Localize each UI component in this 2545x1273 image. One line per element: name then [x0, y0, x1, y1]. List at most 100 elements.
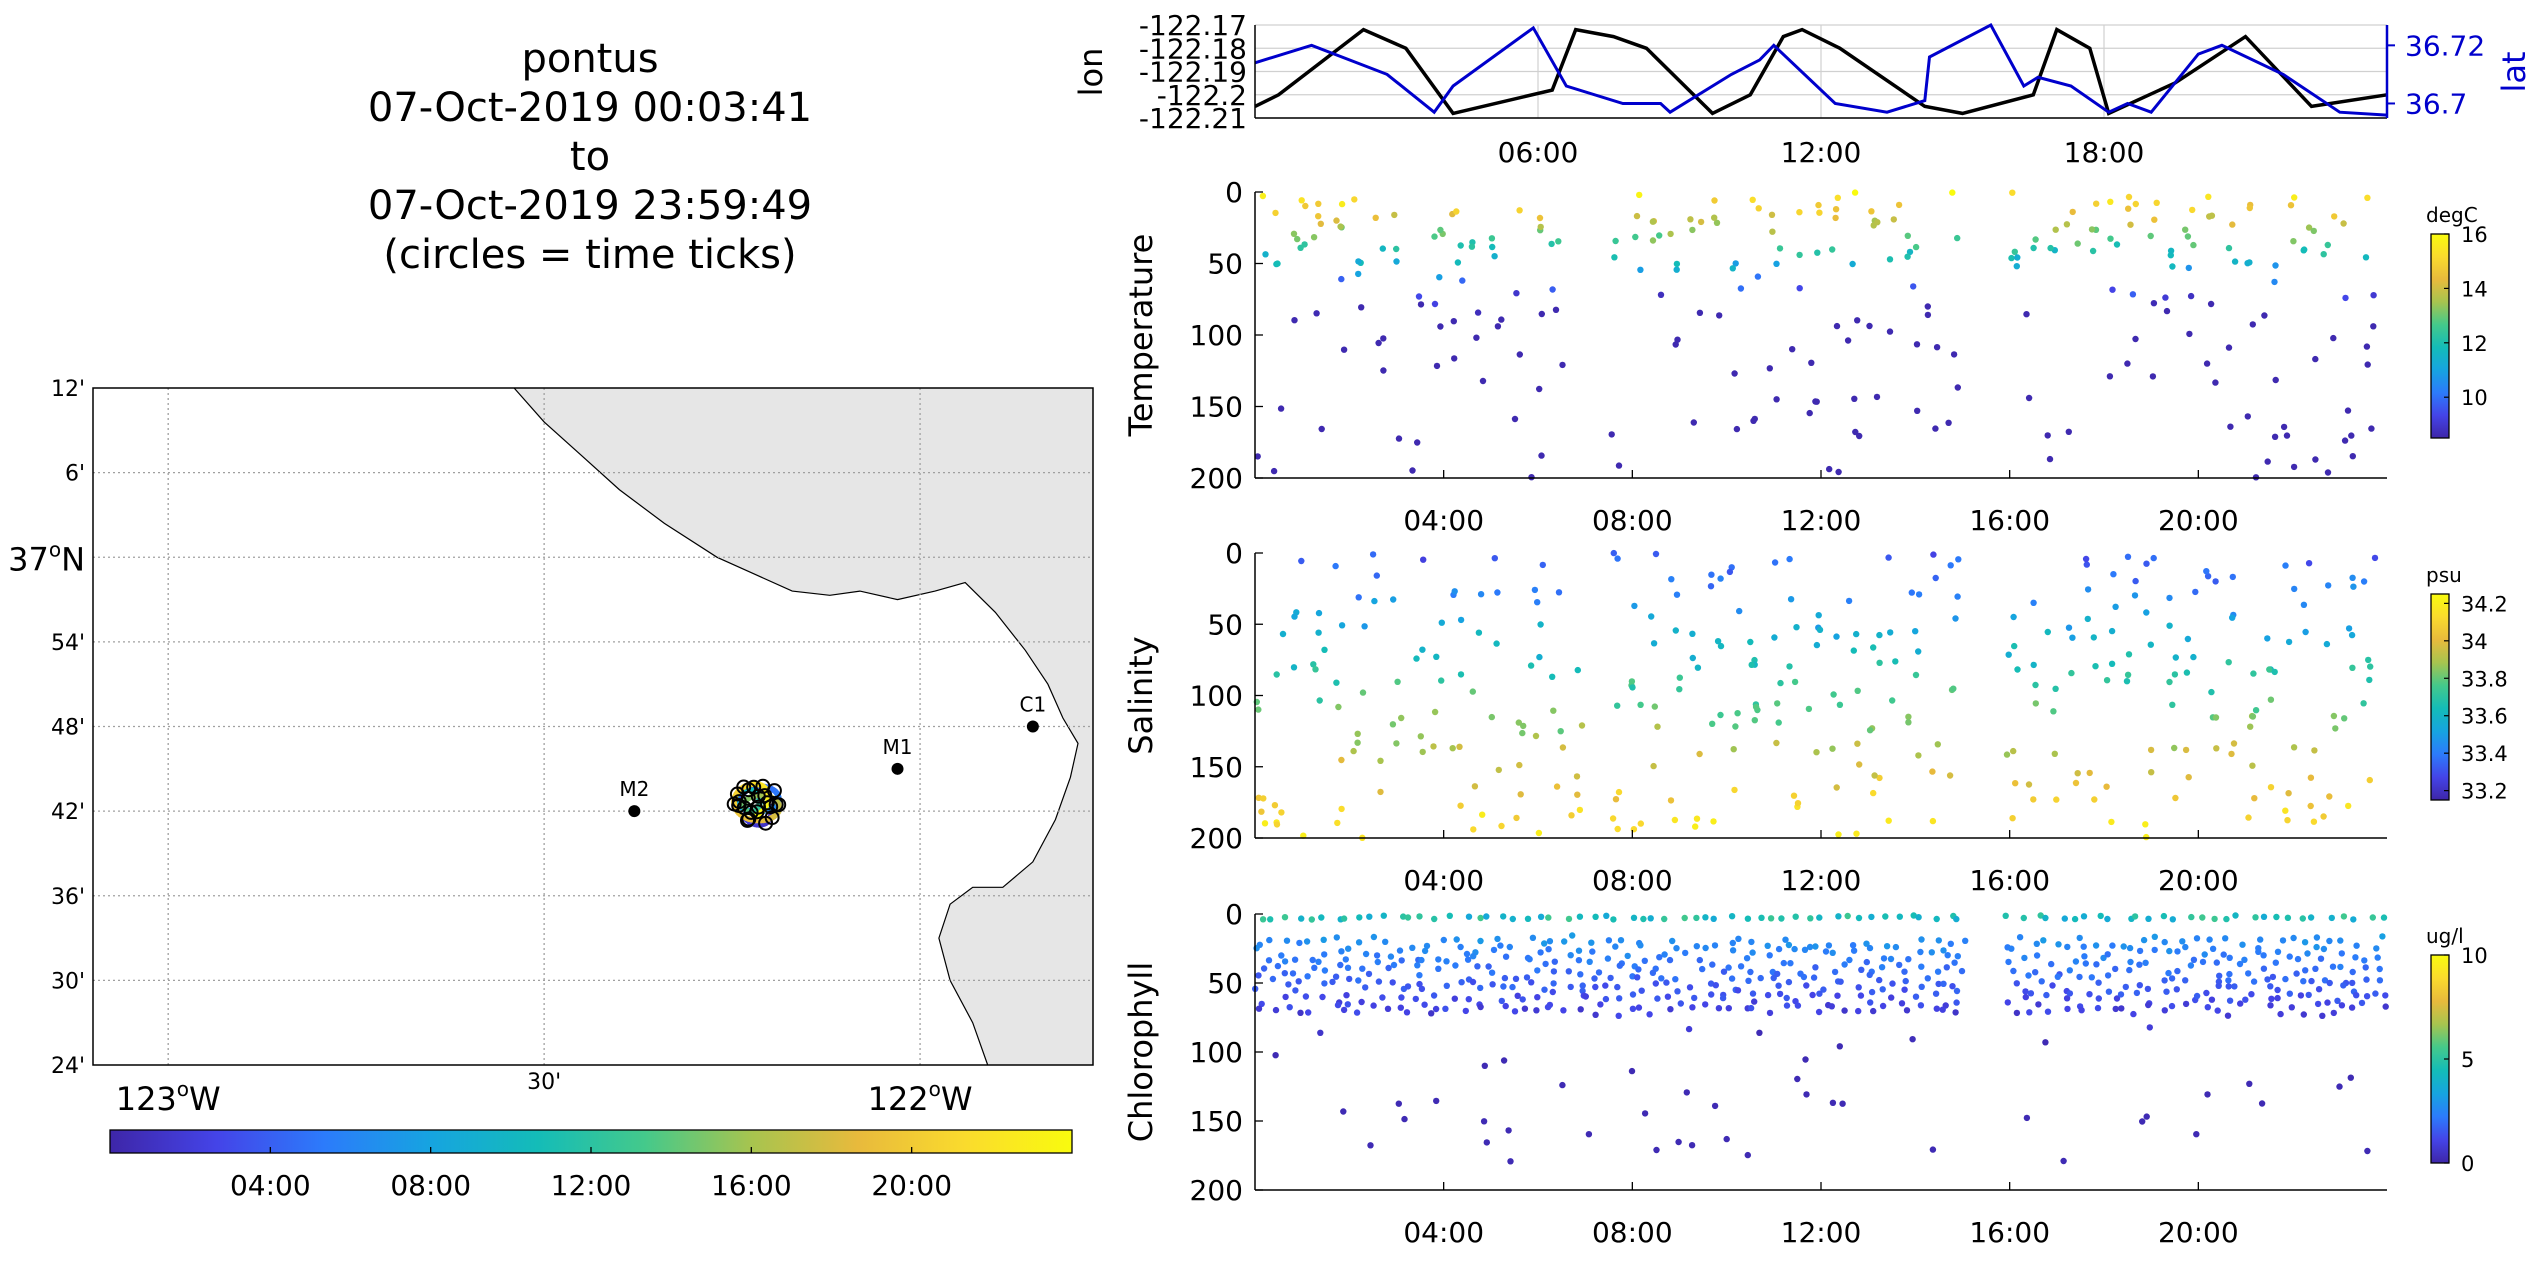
- chlorophyll-point: [1807, 915, 1814, 922]
- salinity-point: [1905, 713, 1912, 720]
- temperature-point: [1808, 359, 1815, 366]
- chlorophyll-point: [2225, 977, 2232, 984]
- chlorophyll-point: [1743, 955, 1751, 962]
- salinity-point: [1856, 761, 1863, 768]
- chlorophyll-point: [1918, 983, 1925, 990]
- chlorophyll-point: [1469, 978, 1477, 986]
- chlorophyll-point: [1693, 943, 1701, 950]
- chlorophyll-point: [1709, 961, 1716, 968]
- chlorophyll-point: [2078, 1007, 2085, 1014]
- salinity-point: [1673, 591, 1681, 598]
- temperature-point: [2147, 232, 2154, 240]
- chlorophyll-point: [1617, 937, 1625, 944]
- temperature-point: [2271, 433, 2279, 440]
- chlorophyll-point: [1446, 912, 1454, 919]
- chlorophyll-point: [2072, 958, 2080, 965]
- salinity-point: [1515, 719, 1523, 726]
- chlorophyll-point: [1355, 939, 1363, 946]
- salinity-point: [1479, 811, 1486, 818]
- chlorophyll-point: [2373, 945, 2380, 952]
- chlorophyll-point: [1544, 1003, 1552, 1011]
- temperature-point: [1457, 242, 1464, 249]
- temperature-point: [2208, 212, 2216, 219]
- salinity-point: [2341, 715, 2348, 722]
- temperature-y-tick-label-4: 200: [1190, 462, 1243, 495]
- chlorophyll-point: [2163, 988, 2170, 995]
- temperature-point: [2246, 259, 2253, 266]
- salinity-point: [1813, 749, 1820, 756]
- time-colorbar-label-0: 04:00: [230, 1169, 311, 1202]
- chlorophyll-point: [1477, 937, 1484, 945]
- salinity-point: [1338, 805, 1345, 813]
- salinity-point: [1498, 822, 1505, 830]
- chlorophyll-point: [2225, 983, 2232, 990]
- salinity-point: [2086, 769, 2093, 777]
- salinity-point: [2212, 714, 2220, 721]
- chlorophyll-point: [2055, 941, 2062, 948]
- temperature-point: [1451, 355, 1458, 362]
- chlorophyll-point: [1801, 946, 1809, 953]
- temperature-point: [1450, 318, 1458, 325]
- chlorophyll-point: [2022, 988, 2029, 995]
- chlorophyll-point: [1398, 994, 1405, 1001]
- temperature-point: [1516, 207, 1523, 214]
- temperature-point: [2167, 247, 2175, 254]
- chlorophyll-point: [1835, 913, 1842, 920]
- temperature-point: [2231, 258, 2239, 265]
- chlorophyll-point: [1640, 915, 1647, 923]
- temperature-point: [1656, 232, 1663, 239]
- chlorophyll-point: [2214, 1007, 2221, 1014]
- temperature-point: [1913, 341, 1921, 348]
- salinity-point: [1574, 666, 1582, 674]
- salinity-point: [1438, 677, 1445, 684]
- temperature-point: [1612, 237, 1619, 245]
- chlorophyll-point: [1728, 975, 1736, 982]
- chlorophyll-point: [2260, 965, 2268, 972]
- lon-axis-label: lon: [1072, 48, 1110, 97]
- salinity-point: [2192, 588, 2199, 596]
- chlorophyll-point: [1435, 965, 1442, 972]
- chlorophyll-point: [2033, 952, 2041, 959]
- salinity-point: [1535, 829, 1543, 837]
- chlorophyll-point: [1541, 986, 1548, 993]
- chlorophyll-point: [2241, 956, 2248, 963]
- chlorophyll-point: [2255, 948, 2262, 955]
- salinity-point: [2285, 638, 2293, 646]
- salinity-point: [1451, 588, 1458, 595]
- chlorophyll-point: [1464, 956, 1472, 963]
- chlorophyll-point: [2349, 968, 2356, 976]
- chlorophyll-point: [1711, 942, 1719, 949]
- chlorophyll-point: [1929, 1146, 1937, 1153]
- temperature-point: [2014, 254, 2021, 261]
- temperature-point: [1768, 211, 1776, 218]
- lon-tick-label-0: -122.17: [1139, 9, 1247, 42]
- temperature-point: [2149, 373, 2157, 380]
- chlorophyll-point: [1776, 990, 1784, 998]
- chlorophyll-point: [1567, 952, 1574, 959]
- lon-tick-label-4: -122.21: [1139, 102, 1247, 135]
- salinity-point: [1668, 576, 1675, 583]
- temperature-point: [1549, 286, 1556, 293]
- chlorophyll-point: [1849, 942, 1857, 949]
- chlorophyll-point: [2264, 976, 2271, 983]
- chlorophyll-point: [1947, 940, 1955, 947]
- salinity-point: [1717, 575, 1724, 582]
- chlorophyll-point: [1542, 960, 1549, 968]
- temperature-point: [2272, 262, 2279, 269]
- chlorophyll-point: [2174, 967, 2181, 975]
- chlorophyll-point: [1658, 975, 1665, 982]
- chlorophyll-point: [1477, 1003, 1484, 1011]
- chlorophyll-point: [1298, 915, 1305, 922]
- temperature-point: [1459, 277, 1466, 284]
- chlorophyll-point: [1939, 1006, 1946, 1013]
- salinity-point: [1835, 831, 1842, 838]
- salinity-point: [1630, 826, 1638, 833]
- chlorophyll-point: [1373, 952, 1381, 959]
- salinity-point: [1470, 826, 1477, 833]
- chlorophyll-point: [1550, 968, 1558, 975]
- salinity-point: [2228, 750, 2235, 758]
- chlorophyll-point: [1488, 969, 1496, 976]
- temperature-point: [2362, 254, 2370, 261]
- temperature-point: [1950, 351, 1958, 358]
